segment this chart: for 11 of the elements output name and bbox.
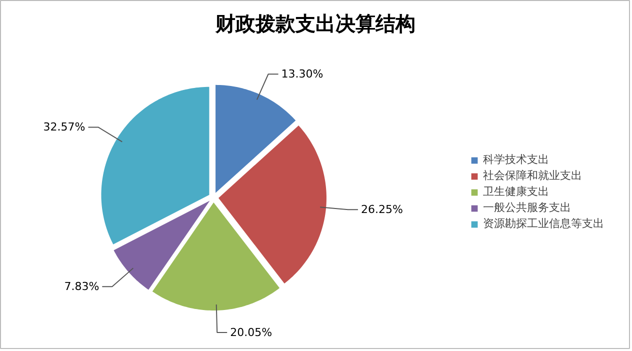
- data-label: 13.30%: [281, 68, 324, 81]
- chart-title: 财政拨款支出决算结构: [214, 12, 416, 36]
- legend-label: 一般公共服务支出: [483, 200, 571, 215]
- data-label: 32.57%: [43, 120, 86, 134]
- legend-label: 社会保障和就业支出: [483, 168, 582, 183]
- data-label: 26.25%: [360, 203, 403, 216]
- data-label: 7.83%: [64, 280, 100, 294]
- legend-label: 卫生健康支出: [483, 184, 549, 199]
- legend-label: 科学技术支出: [483, 152, 549, 167]
- legend-label: 资源勘探工业信息等支出: [483, 216, 604, 231]
- data-label: 20.05%: [230, 326, 272, 339]
